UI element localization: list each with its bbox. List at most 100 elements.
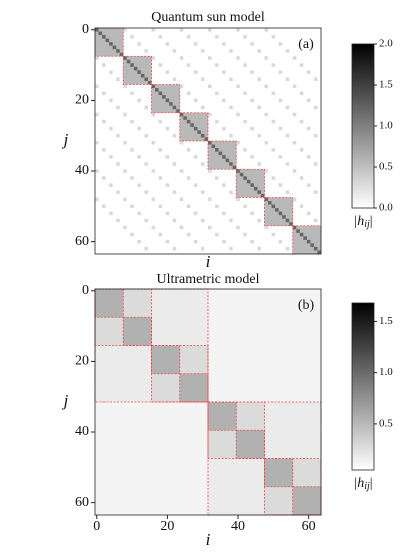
- coupling-cell: [158, 148, 163, 152]
- diag-cell: [246, 179, 251, 184]
- coupling-cell: [130, 119, 134, 124]
- diag-cell: [313, 246, 318, 251]
- diag-cell: [119, 52, 124, 57]
- coupling-cell: [186, 148, 191, 152]
- y-tick-label: 20: [75, 93, 89, 108]
- coupling-cell: [236, 28, 240, 32]
- diag-cell: [225, 158, 230, 163]
- diag-cell: [155, 88, 159, 92]
- coupling-cell: [285, 246, 290, 251]
- diag-cell: [211, 144, 216, 149]
- block-outline: [264, 458, 294, 488]
- colorbar: [351, 302, 375, 471]
- coupling-cell: [137, 183, 141, 187]
- block-outline: [151, 345, 181, 375]
- coupling-cell: [250, 70, 254, 74]
- coupling-cell: [144, 246, 148, 251]
- coupling-cell: [299, 119, 304, 124]
- coupling-cell: [137, 126, 141, 131]
- coupling-cell: [299, 91, 304, 96]
- diag-cell: [239, 172, 244, 177]
- coupling-cell: [257, 105, 261, 110]
- plot-frame: [94, 288, 322, 516]
- coupling-cell: [313, 162, 318, 166]
- coupling-cell: [151, 141, 156, 145]
- diag-cell: [190, 123, 194, 127]
- coupling-cell: [257, 133, 261, 138]
- coupling-cell: [236, 197, 240, 202]
- coupling-cell: [186, 176, 191, 180]
- coupling-cell: [109, 98, 113, 103]
- level-block: [236, 430, 265, 459]
- coupling-cell: [306, 155, 311, 159]
- coupling-cell: [172, 218, 177, 223]
- coupling-cell: [306, 126, 311, 131]
- colorbar-tick-label: 0.5: [379, 161, 393, 173]
- coupling-cell: [151, 225, 156, 230]
- coupling-cell: [243, 91, 247, 96]
- coupling-cell: [165, 183, 170, 187]
- coupling-cell: [102, 119, 106, 124]
- coupling-cell: [137, 211, 141, 216]
- y-tick-label: 40: [75, 163, 89, 178]
- coupling-cell: [102, 176, 106, 180]
- coupling-cell: [285, 77, 290, 81]
- coupling-cell: [137, 239, 141, 244]
- coupling-cell: [236, 56, 240, 60]
- coupling-cell: [144, 218, 148, 223]
- plot-frame: [94, 27, 322, 255]
- coupling-cell: [123, 169, 127, 173]
- coupling-cell: [236, 225, 240, 230]
- coupling-cell: [208, 112, 212, 117]
- diag-cell: [278, 211, 283, 216]
- diag-cell: [130, 63, 134, 67]
- coupling-cell: [306, 211, 311, 216]
- coupling-cell: [271, 91, 276, 96]
- diag-cell: [109, 42, 113, 46]
- coupling-cell: [165, 239, 170, 244]
- coupling-cell: [313, 77, 318, 81]
- diag-cell: [299, 232, 304, 237]
- coupling-cell: [193, 211, 198, 216]
- diag-cell: [232, 165, 237, 170]
- coupling-cell: [116, 77, 120, 81]
- diag-cell: [105, 38, 110, 43]
- coupling-cell: [200, 218, 205, 223]
- diag-cell: [144, 77, 148, 81]
- x-tick-label: 20: [160, 519, 174, 534]
- diag-cell: [218, 151, 223, 156]
- diag-cell: [200, 133, 205, 138]
- coupling-cell: [271, 119, 276, 124]
- coupling-cell: [285, 162, 290, 166]
- coupling-cell: [158, 119, 163, 124]
- diag-cell: [268, 201, 272, 205]
- diag-cell: [186, 119, 191, 124]
- coupling-cell: [116, 105, 120, 110]
- coupling-cell: [172, 246, 177, 251]
- level-block: [95, 289, 124, 318]
- coupling-cell: [130, 91, 134, 96]
- coupling-cell: [236, 141, 240, 145]
- coupling-cell: [264, 56, 269, 60]
- coupling-cell: [179, 197, 184, 202]
- coupling-cell: [137, 98, 141, 103]
- panel-label: (b): [298, 298, 315, 313]
- coupling-cell: [95, 141, 99, 145]
- colorbar-tick-label: 1.0: [379, 120, 393, 132]
- coupling-cell: [215, 119, 219, 124]
- coupling-cell: [144, 49, 148, 53]
- coupling-cell: [236, 112, 240, 117]
- coupling-cell: [95, 56, 99, 60]
- coupling-cell: [165, 70, 170, 74]
- colorbar-label-part: |: [370, 476, 373, 491]
- coupling-cell: [278, 183, 283, 187]
- coupling-cell: [271, 148, 276, 152]
- coupling-cell: [172, 190, 177, 194]
- colorbar-label-part: |h: [353, 214, 364, 229]
- coupling-cell: [243, 119, 247, 124]
- coupling-cell: [137, 42, 141, 46]
- coupling-cell: [257, 49, 261, 53]
- diag-cell: [253, 186, 258, 191]
- coupling-cell: [250, 126, 254, 131]
